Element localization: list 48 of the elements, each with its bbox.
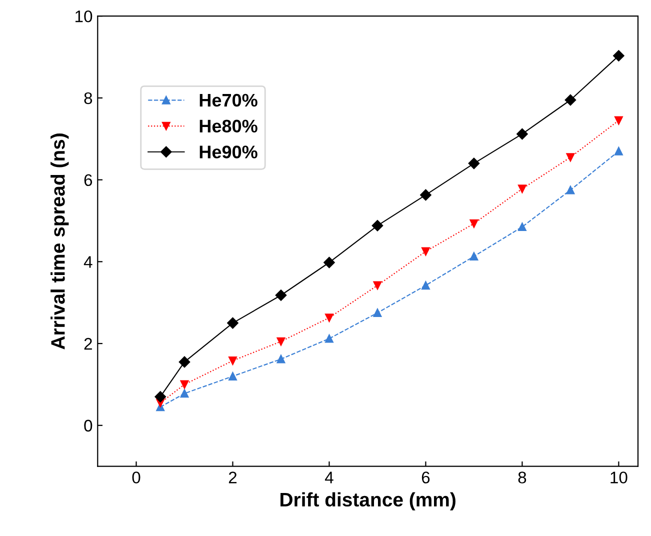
x-tick-label: 10 [610, 472, 628, 484]
point [516, 128, 528, 140]
y-tick-label: 6 [84, 174, 92, 186]
point [470, 252, 478, 261]
point [373, 308, 382, 317]
point [178, 356, 190, 368]
point [180, 389, 189, 398]
point [372, 220, 384, 232]
point [422, 247, 430, 256]
point [325, 314, 334, 322]
point [154, 391, 166, 402]
legend-label: He80% [200, 120, 258, 133]
y-tick-label: 4 [84, 256, 92, 268]
point [468, 158, 480, 170]
point [228, 356, 237, 365]
y-tick-label: 2 [84, 338, 92, 350]
point [564, 94, 576, 106]
y-tick-label: 8 [84, 92, 92, 104]
point [470, 219, 478, 228]
point [373, 281, 382, 290]
point [275, 290, 287, 301]
point [227, 317, 238, 329]
point [324, 256, 335, 268]
x-tick-label: 4 [324, 472, 334, 484]
point [228, 372, 237, 380]
point [566, 186, 575, 194]
point [276, 337, 286, 346]
x-tick-label: 8 [518, 472, 526, 484]
point [422, 281, 430, 290]
point [180, 380, 189, 389]
y-axis-title: Arrival time spread (ns) [50, 134, 69, 350]
point [614, 116, 623, 125]
x-tick-label: 2 [228, 472, 237, 484]
x-tick-label: 0 [132, 472, 140, 484]
point [614, 146, 623, 156]
y-tick-label: 0 [84, 420, 92, 432]
point [276, 354, 286, 364]
point [566, 153, 575, 162]
x-tick-label: 6 [422, 472, 430, 484]
legend-label: He90% [200, 146, 258, 158]
point [325, 334, 334, 343]
legend-label: He70% [200, 94, 258, 107]
y-tick-label: 10 [76, 10, 92, 22]
point [518, 184, 526, 193]
point [420, 189, 432, 201]
x-axis-title: Drift distance (mm) [280, 492, 456, 510]
point [613, 50, 624, 62]
point [518, 222, 526, 232]
